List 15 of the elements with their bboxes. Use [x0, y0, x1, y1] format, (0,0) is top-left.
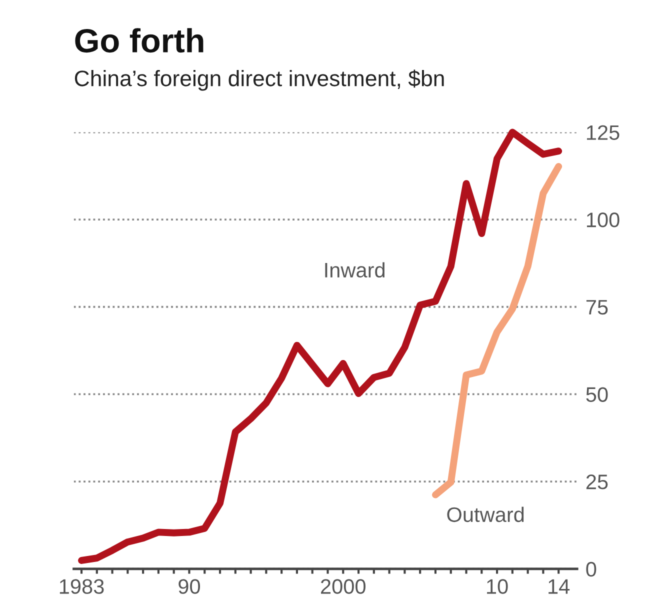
x-tick-label: 1983 — [60, 579, 104, 594]
x-tick-label: 90 — [178, 579, 200, 594]
x-tick-label: 10 — [487, 579, 508, 594]
y-tick-label: 0 — [586, 562, 596, 577]
chart-subtitle: China’s foreign direct investment, $bn — [74, 70, 444, 91]
y-tick-label: 125 — [586, 125, 620, 140]
y-tick-label: 25 — [586, 474, 608, 490]
chart-title: Go forth — [75, 28, 204, 53]
y-tick-label: 50 — [586, 387, 608, 402]
x-tick-label: 2000 — [321, 579, 366, 594]
x-tick-label: 14 — [548, 579, 570, 594]
series-label: Outward — [447, 506, 524, 522]
y-tick-label: 100 — [586, 212, 620, 228]
text: Inward — [325, 262, 384, 278]
y-tick-label: 75 — [586, 300, 608, 315]
